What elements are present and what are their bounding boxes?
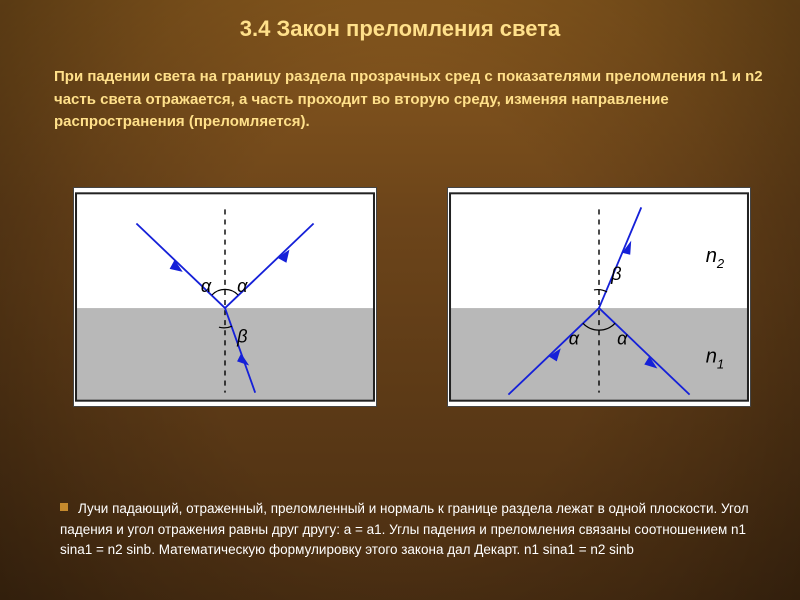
- intro-paragraph: При падении света на границу раздела про…: [54, 66, 764, 134]
- slide: 3.4 Закон преломления света При падении …: [0, 0, 800, 600]
- bullet-paragraph: Лучи падающий, отраженный, преломленный …: [60, 499, 760, 560]
- figure-b: β α α n2 n1: [448, 188, 750, 406]
- fig-b-alpha2: α: [617, 328, 628, 348]
- fig-b-alpha1: α: [569, 328, 580, 348]
- bullet-icon: [60, 503, 68, 511]
- bullet-text: Лучи падающий, отраженный, преломленный …: [60, 501, 749, 557]
- fig-b-beta: β: [610, 264, 621, 284]
- figure-b-svg: β α α n2 n1: [448, 188, 750, 406]
- fig-a-alpha1: α: [201, 276, 212, 296]
- figure-a-svg: α α β: [74, 188, 376, 406]
- fig-a-beta: β: [236, 326, 247, 346]
- slide-title: 3.4 Закон преломления света: [0, 16, 800, 42]
- figures-row: α α β: [74, 188, 750, 406]
- figure-a: α α β: [74, 188, 376, 406]
- fig-a-alpha2: α: [237, 276, 248, 296]
